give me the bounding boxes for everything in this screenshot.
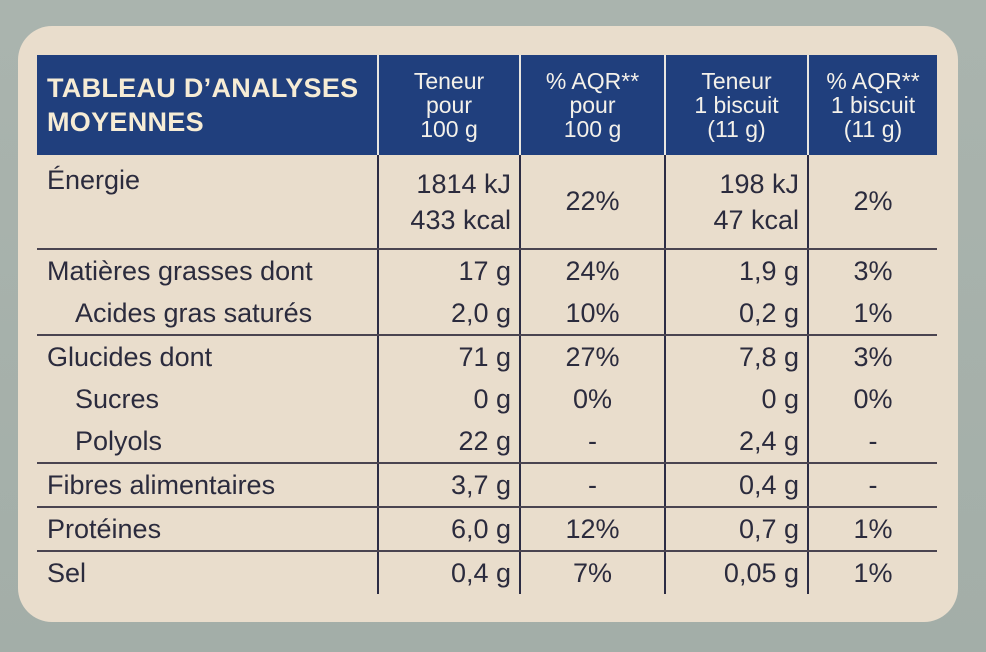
energy-aqr-biscuit: 2% (807, 155, 937, 250)
table-row: Acides gras saturés 2,0 g 10% 0,2 g 1% (37, 292, 937, 336)
value-biscuit: 2,4 g (664, 420, 808, 464)
table-title: TABLEAU D’ANALYSES MOYENNES (37, 55, 378, 155)
row-label: Sucres (75, 383, 160, 414)
aqr-100g: - (519, 463, 665, 508)
aqr-biscuit: 1% (807, 292, 937, 336)
value-100g: 17 g (377, 249, 520, 292)
aqr-100g: 27% (519, 335, 665, 378)
value-biscuit: 1,9 g (664, 249, 808, 292)
aqr-100g: 0% (519, 378, 665, 420)
row-label: Glucides dont (47, 341, 213, 372)
value-biscuit: 7,8 g (664, 335, 808, 378)
value-biscuit: 0,7 g (664, 507, 808, 552)
aqr-100g: 10% (519, 292, 665, 336)
row-label: Énergie (37, 155, 378, 250)
row-label: Matières grasses dont (47, 255, 313, 286)
aqr-100g: 7% (519, 551, 665, 594)
row-label: Protéines (37, 507, 378, 552)
header-aqr-100g: % AQR** pour 100 g (519, 55, 665, 155)
aqr-100g: 12% (519, 507, 665, 552)
table-row: Polyols 22 g - 2,4 g - (37, 420, 937, 464)
row-label: Sel (47, 557, 87, 588)
table-header: TABLEAU D’ANALYSES MOYENNES Teneur pour 100… (37, 55, 937, 155)
aqr-biscuit: 3% (807, 249, 937, 292)
aqr-biscuit: 1% (807, 551, 937, 594)
value-biscuit: 0,4 g (664, 463, 808, 508)
aqr-biscuit: 0% (807, 378, 937, 420)
table-row: Matières grasses dont 17 g 24% 1,9 g 3% (37, 249, 937, 292)
energy-biscuit: 198 kJ 47 kcal (664, 155, 808, 250)
nutrition-table: TABLEAU D’ANALYSES MOYENNES Teneur pour 100… (37, 55, 937, 594)
header-teneur-100g: Teneur pour 100 g (377, 55, 520, 155)
aqr-100g: 24% (519, 249, 665, 292)
table-row: Sucres 0 g 0% 0 g 0% (37, 378, 937, 420)
header-aqr-biscuit: % AQR** 1 biscuit (11 g) (807, 55, 937, 155)
table-row: Protéines 6,0 g 12% 0,7 g 1% (37, 507, 937, 552)
table-row: Sel 0,4 g 7% 0,05 g 1% (37, 551, 937, 594)
value-100g: 22 g (377, 420, 520, 464)
aqr-biscuit: 3% (807, 335, 937, 378)
energy-aqr-100g: 22% (519, 155, 665, 250)
row-label: Polyols (37, 420, 378, 464)
value-100g: 2,0 g (377, 292, 520, 336)
row-label: Fibres alimentaires (37, 463, 378, 508)
table-row-energie: Énergie 1814 kJ 433 kcal 22% 198 kJ 47 kca… (37, 155, 937, 250)
table-row: Fibres alimentaires 3,7 g - 0,4 g - (37, 463, 937, 508)
value-biscuit: 0,2 g (664, 292, 808, 336)
aqr-100g: - (519, 420, 665, 464)
value-100g: 71 g (377, 335, 520, 378)
aqr-biscuit: - (807, 420, 937, 464)
aqr-biscuit: 1% (807, 507, 937, 552)
energy-100g: 1814 kJ 433 kcal (377, 155, 520, 250)
aqr-biscuit: - (807, 463, 937, 508)
table-row: Glucides dont 71 g 27% 7,8 g 3% (37, 335, 937, 378)
value-biscuit: 0 g (664, 378, 808, 420)
value-biscuit: 0,05 g (664, 551, 808, 594)
header-teneur-biscuit: Teneur 1 biscuit (11 g) (664, 55, 808, 155)
value-100g: 0,4 g (377, 551, 520, 594)
value-100g: 0 g (377, 378, 520, 420)
row-label: Acides gras saturés (37, 292, 378, 336)
value-100g: 6,0 g (377, 507, 520, 552)
value-100g: 3,7 g (377, 463, 520, 508)
